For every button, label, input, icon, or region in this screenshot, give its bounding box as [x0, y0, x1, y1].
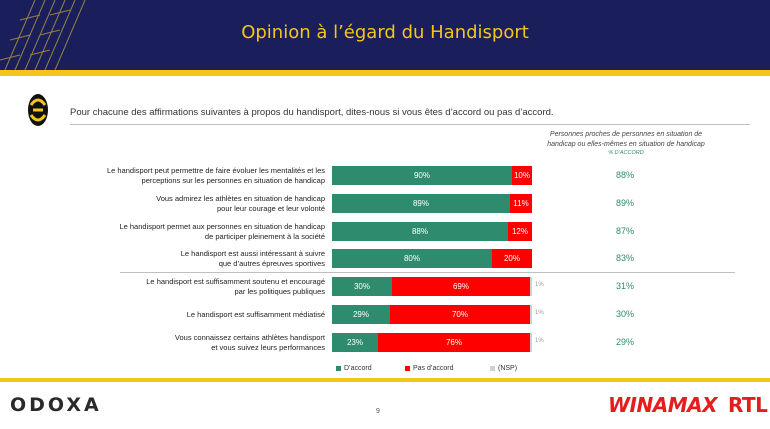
data-label-pas-accord: 11% [513, 199, 529, 208]
odoxa-symbol-icon [28, 94, 48, 126]
proches-percentage: 30% [615, 309, 634, 319]
legend-nsp: (NSP) [490, 365, 517, 372]
page-number: 9 [376, 408, 380, 415]
category-label-line: Le handisport peut permettre de faire év… [106, 165, 325, 175]
data-label-nsp: 1% [535, 338, 544, 344]
proches-percentage: 31% [615, 281, 634, 291]
category-label-line: Le handisport est aussi intéressant à su… [180, 248, 325, 258]
legend-label-nsp: (NSP) [498, 365, 518, 372]
category-label-line: que d’autres épreuves sportives [218, 258, 325, 268]
bar-segment-pas-accord: 69% [392, 277, 530, 296]
data-label-pas-accord: 12% [511, 227, 528, 236]
column-header-sub: % D’ACCORD [608, 150, 644, 156]
bar-segment-pas-accord: 10% [512, 166, 532, 185]
odoxa-logo: ODOXA [10, 394, 102, 416]
data-label-pas-accord: 10% [513, 171, 530, 180]
category-label-line: Le handisport permet aux personnes en si… [119, 221, 325, 231]
proches-percentage: 89% [615, 198, 634, 208]
category-label: Le handisport est suffisamment médiatisé [60, 310, 325, 320]
bar-segment-accord: 88% [332, 222, 508, 241]
header-band [0, 70, 770, 76]
data-label-nsp: 1% [535, 310, 544, 316]
legend-pas-accord: Pas d’accord [405, 365, 453, 372]
category-label-line: de participer pleinement à la société [204, 231, 325, 241]
legend-label-pas-accord: Pas d’accord [413, 365, 454, 372]
bar-segment-accord: 30% [332, 277, 392, 296]
column-header-line2: handicap ou elles-mêmes en situation de … [547, 140, 705, 148]
category-label-line: Le handisport est suffisamment médiatisé [186, 309, 325, 319]
category-label-line: Vous connaissez certains athlètes handis… [174, 332, 325, 342]
proches-percentage: 87% [615, 226, 634, 236]
winamax-logo: WINAMAX [608, 393, 718, 417]
category-label-line: perceptions sur les personnes en situati… [141, 175, 325, 185]
page-title: Opinion à l’égard du Handisport [241, 22, 529, 43]
bar-segment-nsp [530, 333, 532, 352]
bar-segment-pas-accord: 11% [510, 194, 532, 213]
category-label-line: Le handisport est suffisamment soutenu e… [146, 276, 325, 286]
bar-segment-accord: 80% [332, 249, 492, 268]
bar-segment-nsp [530, 277, 532, 296]
category-label-line: par les politiques publiques [234, 286, 325, 296]
legend-swatch-accord [336, 366, 341, 371]
bar-segment-accord: 89% [332, 194, 510, 213]
data-label-nsp: 1% [535, 282, 544, 288]
column-header-line1: Personnes proches de personnes en situat… [549, 131, 703, 138]
legend-accord: D’accord [336, 365, 372, 372]
data-label-accord: 80% [403, 254, 420, 263]
data-label-accord: 90% [413, 171, 430, 180]
data-label-accord: 89% [412, 199, 429, 208]
divider-middle [120, 272, 735, 273]
category-label: Le handisport peut permettre de faire év… [60, 166, 325, 186]
proches-percentage: 83% [615, 253, 634, 263]
data-label-pas-accord: 76% [445, 338, 462, 347]
data-label-accord: 88% [411, 227, 428, 236]
bar-segment-pas-accord: 12% [508, 222, 532, 241]
bar-segment-nsp [530, 305, 532, 324]
category-label: Vous admirez les athlètes en situation d… [60, 194, 325, 214]
bar-segment-accord: 23% [332, 333, 378, 352]
category-label: Le handisport est suffisamment soutenu e… [60, 277, 325, 297]
header-banner: Opinion à l’égard du Handisport [0, 0, 770, 70]
bar-segment-pas-accord: 70% [390, 305, 530, 324]
category-label-line: Vous admirez les athlètes en situation d… [156, 193, 325, 203]
data-label-pas-accord: 70% [451, 310, 468, 319]
bar-segment-pas-accord: 76% [378, 333, 530, 352]
data-label-pas-accord: 20% [503, 254, 520, 263]
header-pattern-icon [0, 0, 86, 70]
data-label-pas-accord: 69% [452, 282, 469, 291]
rtl-logo: RTL [728, 393, 768, 417]
data-label-accord: 30% [353, 282, 370, 291]
question-text: Pour chacune des affirmations suivantes … [70, 107, 554, 118]
footer-band [0, 378, 770, 382]
bar-segment-accord: 90% [332, 166, 512, 185]
data-label-accord: 29% [352, 310, 369, 319]
data-label-accord: 23% [346, 338, 363, 347]
category-label: Vous connaissez certains athlètes handis… [60, 333, 325, 353]
proches-percentage: 29% [615, 337, 634, 347]
bar-segment-accord: 29% [332, 305, 390, 324]
bar-segment-pas-accord: 20% [492, 249, 532, 268]
divider-top [70, 124, 750, 125]
proches-percentage: 88% [615, 170, 634, 180]
category-label: Le handisport permet aux personnes en si… [60, 222, 325, 242]
category-label-line: et vous suivez leurs performances [211, 342, 325, 352]
legend-label-accord: D’accord [344, 365, 372, 372]
legend-swatch-pas-accord [405, 366, 410, 371]
legend-swatch-nsp [490, 366, 495, 371]
column-header: Personnes proches de personnes en situat… [520, 130, 732, 159]
category-label-line: pour leur courage et leur volonté [217, 203, 325, 213]
category-label: Le handisport est aussi intéressant à su… [60, 249, 325, 269]
